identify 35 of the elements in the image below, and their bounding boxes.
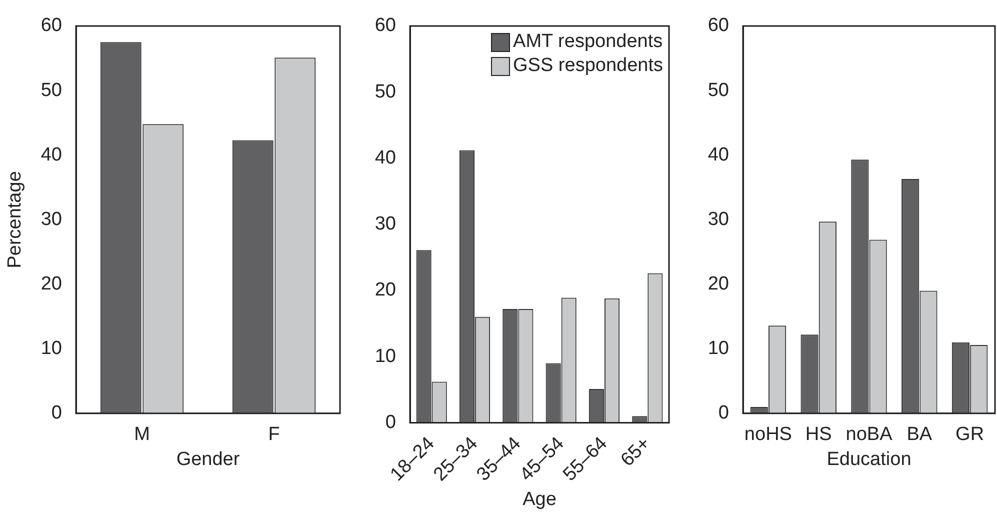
x-tick-label: noBA — [846, 424, 893, 446]
y-tick-label: 0 — [385, 412, 396, 433]
y-tick-label: 20 — [374, 280, 396, 301]
y-axis-title: Percentage — [4, 171, 26, 268]
y-tick-label: 60 — [708, 15, 729, 36]
y-tick-label: 30 — [708, 208, 729, 230]
x-tick-label: 65+ — [617, 433, 655, 471]
y-tick-label: 50 — [374, 81, 396, 102]
y-tick-label: 10 — [374, 346, 396, 367]
x-tick-label: BA — [906, 424, 932, 446]
x-axis-title: Education — [826, 448, 912, 470]
y-tick-label: 40 — [374, 147, 396, 168]
y-tick-label: 10 — [708, 338, 729, 360]
y-tick-label: 30 — [374, 214, 396, 235]
legend-label: GSS respondents — [513, 54, 663, 78]
y-tick-label: 50 — [40, 80, 62, 101]
y-tick-label: 30 — [40, 208, 62, 230]
x-tick-label: F — [268, 424, 280, 446]
y-tick-label: 60 — [374, 15, 396, 36]
x-tick-label: GR — [956, 424, 984, 446]
y-tick-label: 60 — [40, 15, 62, 36]
y-tick-label: 0 — [51, 402, 62, 424]
x-tick-label: M — [134, 424, 150, 446]
y-tick-label: 20 — [40, 274, 62, 294]
y-tick-label: 20 — [708, 274, 729, 294]
y-tick-label: 40 — [40, 144, 62, 166]
x-axis-title: Gender — [176, 448, 240, 470]
y-tick-label: 50 — [708, 80, 729, 101]
y-tick-label: 10 — [40, 338, 62, 360]
x-tick-label: HS — [805, 424, 832, 446]
x-tick-label: noHS — [744, 424, 792, 446]
x-axis-title: Age — [522, 488, 556, 510]
y-tick-label: 40 — [708, 144, 729, 166]
legend-label: AMT respondents — [513, 30, 663, 54]
y-tick-label: 0 — [718, 402, 729, 424]
